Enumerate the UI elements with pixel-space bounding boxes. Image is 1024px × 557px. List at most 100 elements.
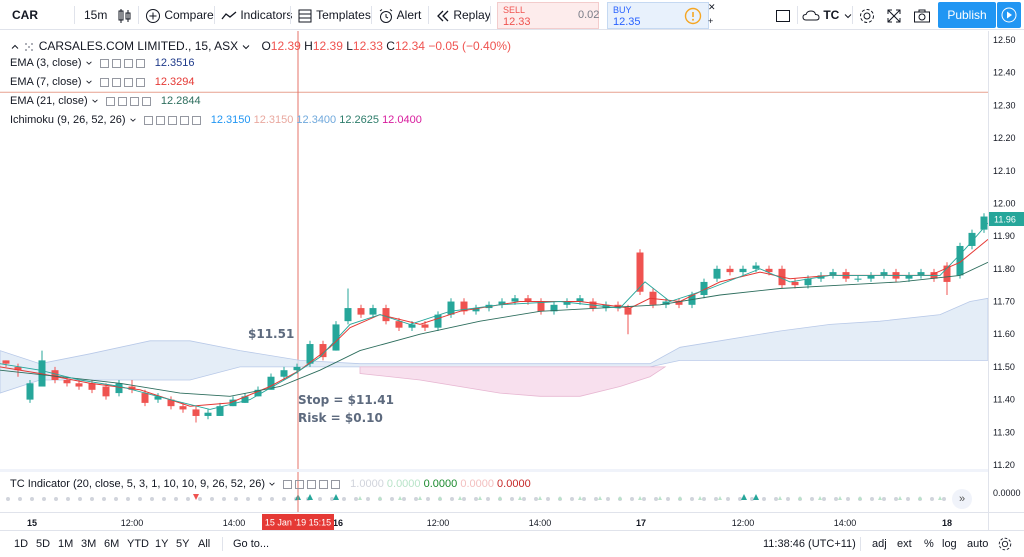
- tc-dot: [690, 497, 694, 501]
- range-1d[interactable]: 1D: [14, 538, 29, 550]
- alert-button[interactable]: Alert: [378, 0, 421, 30]
- chevron-down-icon[interactable]: [241, 42, 251, 52]
- pane-separator[interactable]: [0, 469, 988, 472]
- log-toggle[interactable]: log: [942, 538, 957, 550]
- range-5y[interactable]: 5Y: [176, 538, 190, 550]
- ema7-label[interactable]: EMA (7, close): [10, 76, 82, 88]
- candle-body: [306, 344, 314, 364]
- tc-dot: [714, 497, 718, 501]
- interval-button[interactable]: 15m: [84, 8, 108, 22]
- tc-dot: [54, 497, 58, 501]
- collapse-chevron-icon[interactable]: [10, 42, 20, 52]
- price-tick-label: 11.60: [993, 329, 1015, 339]
- chevron-down-icon[interactable]: [129, 116, 137, 124]
- tc-dot: [762, 497, 766, 501]
- study-controls-icon[interactable]: [283, 479, 343, 489]
- tc-faint-arrow-icon: [358, 496, 362, 500]
- price-tick-label: 11.80: [993, 264, 1015, 274]
- publish-menu-button[interactable]: [997, 2, 1021, 28]
- tc-dot: [198, 497, 202, 501]
- tc-dot: [642, 497, 646, 501]
- info-icon[interactable]: [684, 0, 702, 30]
- scroll-to-realtime-icon[interactable]: »: [952, 489, 972, 509]
- tc-dot: [150, 497, 154, 501]
- tc-dot: [666, 497, 670, 501]
- chevron-down-icon[interactable]: [85, 78, 93, 86]
- layout-menu[interactable]: TC: [802, 0, 853, 30]
- tc-dot: [42, 497, 46, 501]
- time-axis[interactable]: 15 12:00 14:00 16 12:00 14:00 17 12:00 14:00 18 15…: [0, 512, 988, 530]
- divider: [797, 6, 798, 24]
- range-3m[interactable]: 3M: [81, 538, 97, 550]
- camera-icon[interactable]: [913, 0, 931, 30]
- price-tick-label: 11.70: [993, 297, 1015, 307]
- range-1m[interactable]: 1M: [58, 538, 74, 550]
- price-axis-canvas[interactable]: 12.50 12.40 12.30 12.20 12.10 12.00 11.90 11.80…: [989, 31, 1024, 512]
- goto-button[interactable]: Go to...: [233, 538, 270, 550]
- percent-toggle[interactable]: %: [924, 538, 934, 550]
- study-controls-icon[interactable]: [99, 58, 148, 68]
- chevron-down-icon[interactable]: [268, 480, 276, 488]
- risk-annotation[interactable]: Risk = $0.10: [298, 411, 383, 425]
- range-ytd[interactable]: YTD: [127, 538, 149, 550]
- trade-panel-add-icon[interactable]: +: [708, 16, 714, 26]
- time-axis-canvas[interactable]: 15 12:00 14:00 16 12:00 14:00 17 12:00 14:00 18 15…: [0, 513, 988, 531]
- chart-type-icon[interactable]: [116, 0, 132, 30]
- range-5d[interactable]: 5D: [36, 538, 51, 550]
- candle-body: [447, 301, 455, 315]
- tc-indicator-pane[interactable]: TC Indicator (20, close, 5, 3, 1, 10, 10…: [0, 472, 988, 512]
- settings-gear-icon[interactable]: [858, 0, 876, 30]
- ema3-label[interactable]: EMA (3, close): [10, 57, 82, 69]
- price-axis[interactable]: 12.50 12.40 12.30 12.20 12.10 12.00 11.90 11.80…: [988, 31, 1024, 512]
- ext-toggle[interactable]: ext: [897, 538, 912, 550]
- candle-body: [115, 383, 123, 394]
- study-controls-icon[interactable]: [99, 77, 148, 87]
- range-6m[interactable]: 6M: [104, 538, 120, 550]
- adj-toggle[interactable]: adj: [872, 538, 887, 550]
- compare-button[interactable]: Compare: [145, 0, 214, 30]
- tc-indicator-label[interactable]: TC Indicator (20, close, 5, 3, 1, 10, 10…: [10, 478, 265, 490]
- tc-faint-arrow-icon: [498, 496, 502, 500]
- clock[interactable]: 11:38:46 (UTC+11): [763, 538, 856, 550]
- ema21-legend: EMA (21, close) 12.2844: [10, 95, 201, 107]
- entry-price-annotation[interactable]: $11.51: [248, 327, 295, 341]
- time-tick-label: 12:00: [427, 518, 450, 528]
- candle-body: [550, 304, 558, 312]
- price-chart-canvas[interactable]: [0, 31, 988, 469]
- sell-button[interactable]: SELL 12.33: [497, 2, 599, 29]
- tc-faint-arrow-icon: [658, 496, 662, 500]
- chevron-down-icon[interactable]: [85, 59, 93, 67]
- auto-toggle[interactable]: auto: [967, 538, 989, 550]
- symbol-title[interactable]: CARSALES.COM LIMITED., 15, ASX: [38, 39, 239, 53]
- study-controls-icon[interactable]: [105, 96, 154, 106]
- bottom-toolbar: 1D 5D 1M 3M 6M YTD 1Y 5Y All Go to... 11…: [0, 530, 1024, 556]
- tc-dot: [750, 497, 754, 501]
- tc-dot: [30, 497, 34, 501]
- tc-faint-arrow-icon: [718, 496, 722, 500]
- symbol-search[interactable]: CAR: [12, 8, 38, 22]
- candle-body: [537, 301, 545, 312]
- fullscreen-toggle-icon[interactable]: [775, 0, 791, 30]
- stop-annotation[interactable]: Stop = $11.41: [298, 393, 394, 407]
- ema21-label[interactable]: EMA (21, close): [10, 95, 88, 107]
- templates-button[interactable]: Templates: [297, 0, 371, 30]
- chevron-down-icon[interactable]: [91, 97, 99, 105]
- indicators-button[interactable]: Indicators: [221, 0, 292, 30]
- price-chart-pane[interactable]: CARSALES.COM LIMITED., 15, ASX O12.39 H1…: [0, 31, 988, 469]
- study-controls-icon[interactable]: [143, 115, 204, 125]
- drag-handle-icon[interactable]: [23, 41, 35, 53]
- buy-button[interactable]: BUY 12.35: [607, 2, 709, 29]
- tc-dot: [486, 497, 490, 501]
- settings-gear-icon[interactable]: [997, 536, 1013, 555]
- expand-icon[interactable]: [886, 0, 902, 30]
- range-1y[interactable]: 1Y: [155, 538, 169, 550]
- candle-body: [576, 298, 584, 302]
- tc-dot: [162, 497, 166, 501]
- trade-panel-close-icon[interactable]: ✕: [708, 2, 716, 12]
- range-all[interactable]: All: [198, 538, 211, 550]
- open-label: O: [261, 39, 271, 53]
- publish-button[interactable]: Publish: [938, 2, 996, 28]
- replay-button[interactable]: Replay: [436, 0, 491, 30]
- ichimoku-label[interactable]: Ichimoku (9, 26, 52, 26): [10, 114, 126, 126]
- layout-name: TC: [823, 8, 840, 22]
